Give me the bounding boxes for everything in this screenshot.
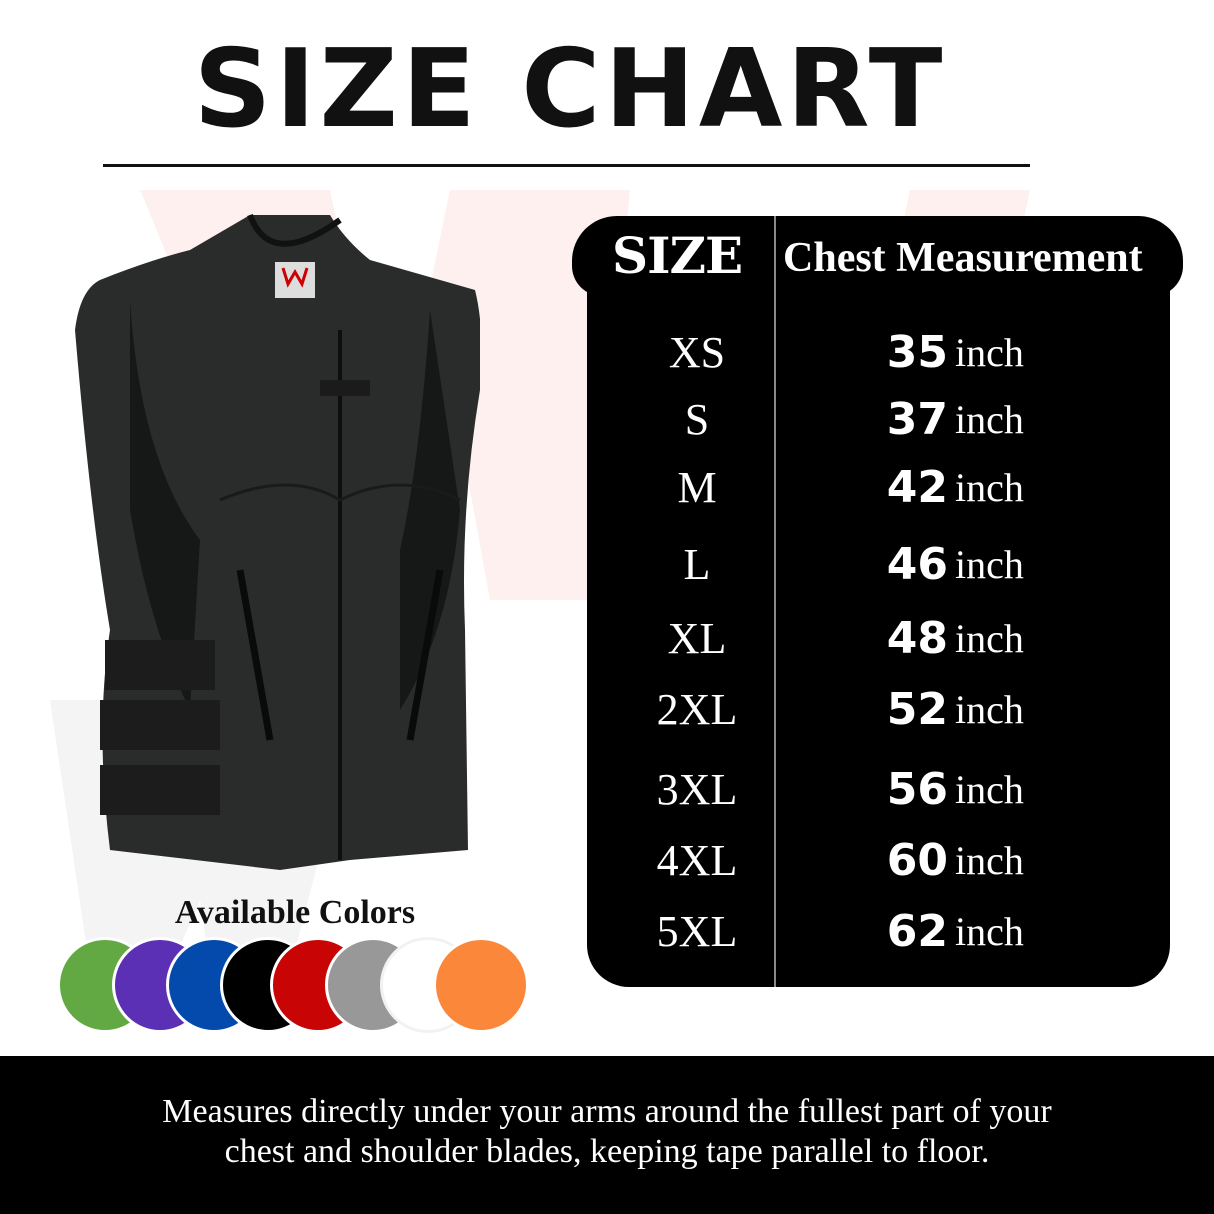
available-colors-label: Available Colors bbox=[174, 894, 416, 931]
page-title: SIZE CHART bbox=[193, 27, 947, 152]
color-swatch-orange[interactable] bbox=[433, 937, 529, 1033]
chest-value: 37 bbox=[886, 394, 948, 445]
header-chest-measurement: Chest Measurement bbox=[783, 235, 1143, 281]
chest-value: 56 bbox=[886, 764, 948, 815]
size-cell: 2XL bbox=[656, 685, 738, 734]
table-row: 5XL 62 inch bbox=[587, 904, 1170, 960]
size-cell: XS bbox=[668, 328, 726, 377]
chest-value: 60 bbox=[886, 835, 948, 886]
size-cell: M bbox=[677, 463, 717, 512]
chest-unit: inch bbox=[955, 330, 1024, 375]
footer-line-2: chest and shoulder blades, keeping tape … bbox=[224, 1133, 990, 1170]
vest-logo bbox=[281, 267, 309, 288]
footer-instructions: Measures directly under your arms around… bbox=[0, 1056, 1214, 1214]
chest-value: 46 bbox=[886, 539, 948, 590]
size-cell: 5XL bbox=[656, 907, 738, 956]
chest-unit: inch bbox=[955, 542, 1024, 587]
table-row: S 37 inch bbox=[587, 392, 1170, 448]
footer-line-1: Measures directly under your arms around… bbox=[162, 1093, 1052, 1130]
chest-unit: inch bbox=[955, 687, 1024, 732]
table-row: M 42 inch bbox=[587, 460, 1170, 516]
chest-value: 52 bbox=[886, 684, 948, 735]
header-size: SIZE bbox=[612, 226, 743, 285]
column-divider bbox=[774, 216, 776, 987]
chest-value: 48 bbox=[886, 613, 948, 664]
table-row: XL 48 inch bbox=[587, 611, 1170, 667]
chest-unit: inch bbox=[955, 397, 1024, 442]
chest-value: 62 bbox=[886, 906, 948, 957]
vest-product-image bbox=[75, 213, 480, 870]
table-row: XS 35 inch bbox=[587, 325, 1170, 381]
chest-unit: inch bbox=[955, 909, 1024, 954]
table-row: 3XL 56 inch bbox=[587, 762, 1170, 818]
title-divider bbox=[103, 164, 1030, 167]
table-row: 4XL 60 inch bbox=[587, 833, 1170, 889]
chest-unit: inch bbox=[955, 616, 1024, 661]
chest-value: 35 bbox=[886, 327, 948, 378]
size-cell: S bbox=[684, 395, 710, 444]
size-cell: L bbox=[683, 540, 711, 589]
size-table bbox=[587, 280, 1170, 987]
table-row: L 46 inch bbox=[587, 537, 1170, 593]
size-cell: XL bbox=[667, 614, 727, 663]
size-cell: 3XL bbox=[656, 765, 738, 814]
chest-unit: inch bbox=[955, 838, 1024, 883]
chest-value: 42 bbox=[886, 462, 948, 513]
table-row: 2XL 52 inch bbox=[587, 682, 1170, 738]
size-cell: 4XL bbox=[656, 836, 738, 885]
chest-unit: inch bbox=[955, 465, 1024, 510]
chest-unit: inch bbox=[955, 767, 1024, 812]
